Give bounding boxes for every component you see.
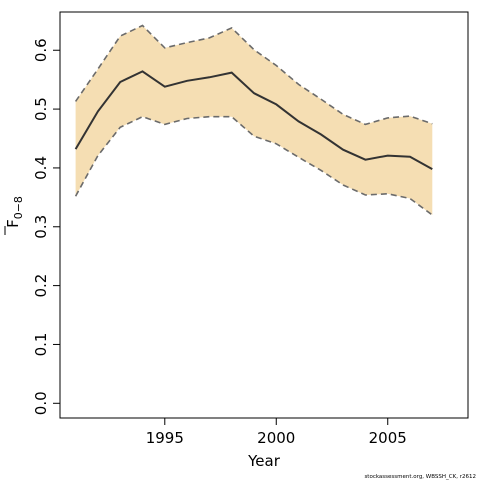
plot-frame xyxy=(59,11,469,419)
y-tick-label: 0.3 xyxy=(32,215,50,239)
lower-bound-line xyxy=(74,115,433,216)
estimate-line xyxy=(74,70,433,170)
x-tick-label: 2000 xyxy=(257,429,295,447)
x-axis-title: Year xyxy=(247,452,281,470)
y-tick-label: 0.4 xyxy=(32,156,50,180)
y-tick-label: 0.5 xyxy=(32,97,50,121)
confidence-band-area xyxy=(75,25,433,215)
credit-text: stockassessment.org, WBSSH_CK, r2612 xyxy=(364,474,476,480)
x-tick-label: 1995 xyxy=(146,429,184,447)
y-axis-title: F0−8 xyxy=(4,196,25,235)
bound-lines xyxy=(74,24,433,216)
y-axis-title-main: F xyxy=(4,219,22,228)
y-tick-label: 0.6 xyxy=(32,38,50,62)
y-axis-title-text: F0−8 xyxy=(4,196,25,228)
upper-bound-line xyxy=(74,24,433,126)
y-axis-title-subscript: 0−8 xyxy=(12,196,25,219)
x-tick-label: 2005 xyxy=(369,429,407,447)
confidence-band xyxy=(75,25,433,215)
y-tick-label: 0.0 xyxy=(32,391,50,415)
x-axis-ticks: 1995 2000 2005 xyxy=(146,418,407,447)
y-tick-label: 0.2 xyxy=(32,274,50,298)
y-tick-label: 0.1 xyxy=(32,333,50,357)
y-axis-ticks: 0.0 0.1 0.2 0.3 0.4 0.5 0.6 xyxy=(32,38,60,415)
